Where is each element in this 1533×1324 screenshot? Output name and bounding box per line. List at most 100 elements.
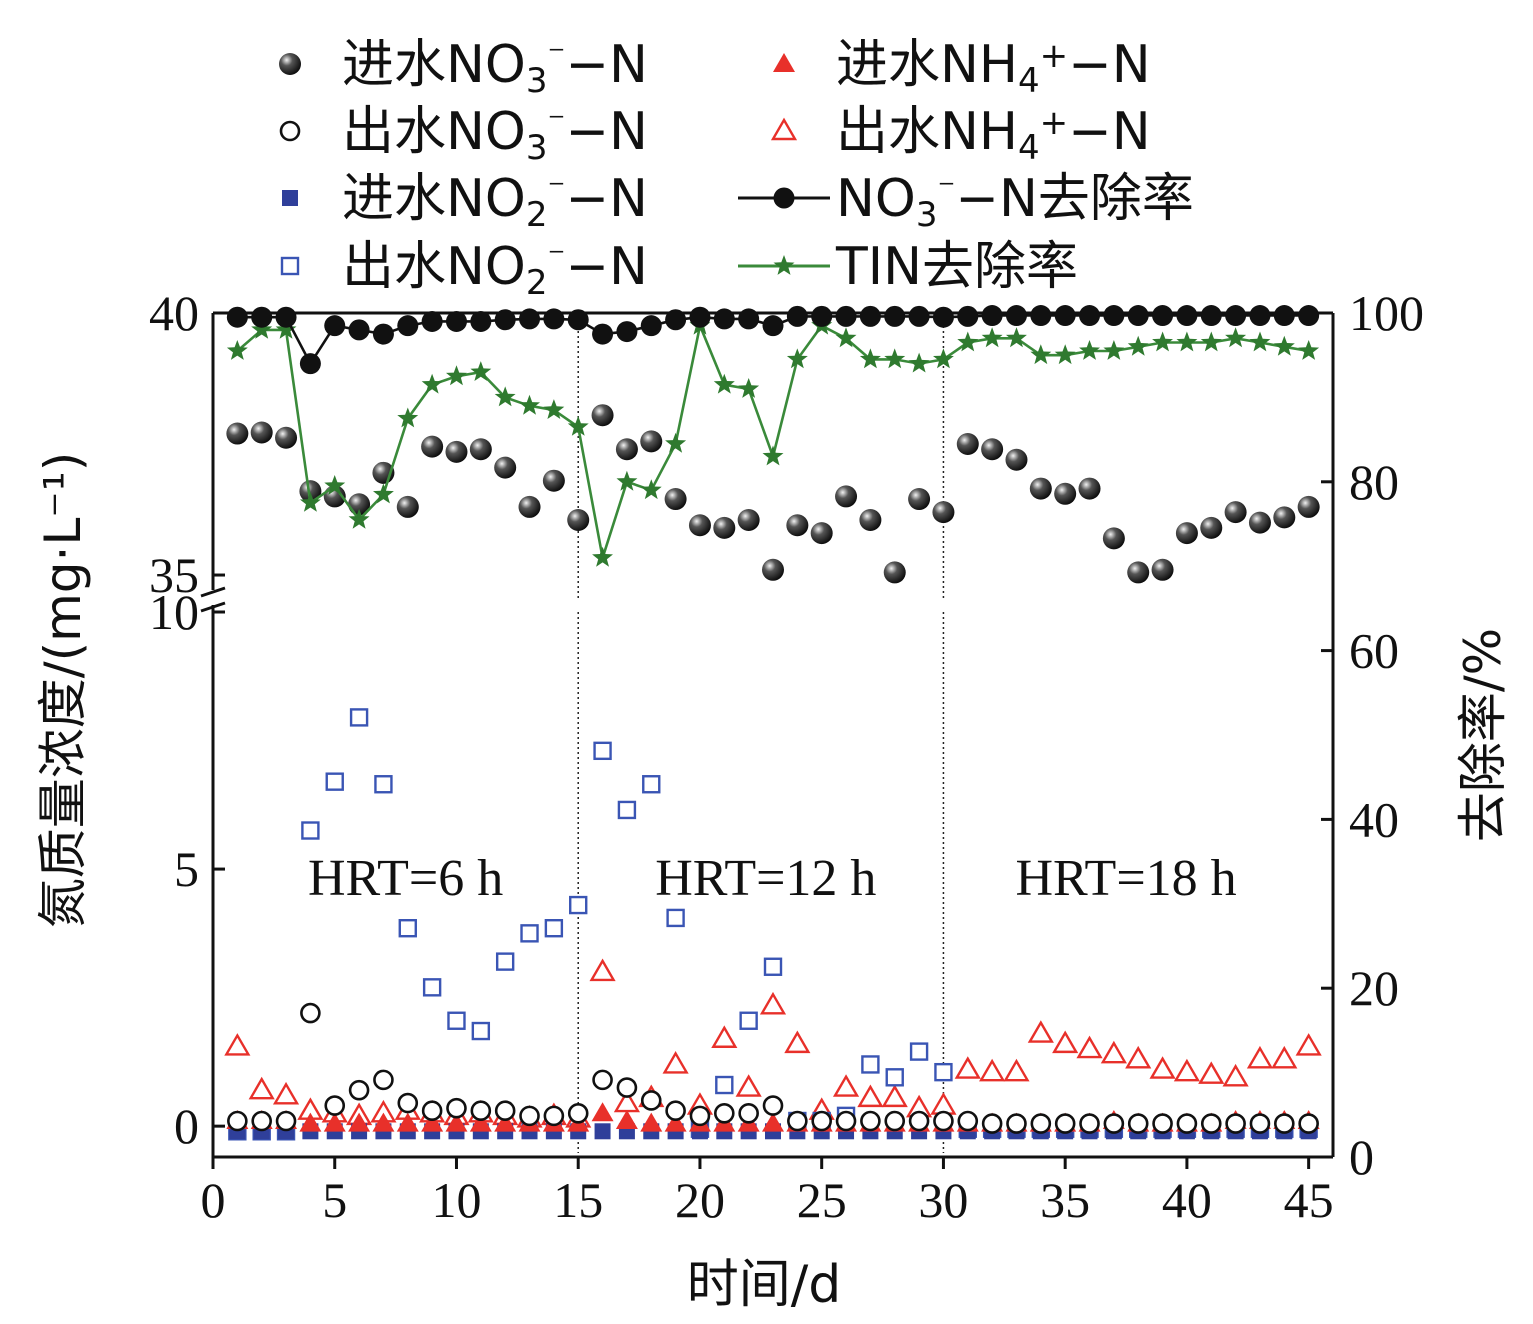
data-point — [711, 1025, 738, 1048]
legend-item: NO3⁻−N去除率 — [738, 169, 1194, 235]
x-tick-label: 0 — [201, 1172, 226, 1228]
data-point — [1127, 335, 1149, 356]
data-point — [664, 488, 687, 511]
data-point — [422, 978, 442, 997]
data-point — [1100, 1040, 1127, 1064]
data-point — [762, 558, 784, 581]
data-point — [372, 323, 394, 345]
data-point — [324, 475, 346, 495]
data-point — [1248, 511, 1271, 534]
data-point — [735, 1074, 762, 1097]
data-point — [227, 1110, 248, 1132]
data-point — [857, 1084, 884, 1108]
data-point — [787, 1110, 808, 1132]
data-point — [1274, 1113, 1295, 1134]
data-point — [1005, 305, 1027, 327]
data-point — [957, 331, 979, 352]
data-point — [640, 315, 662, 337]
data-point — [591, 404, 614, 427]
data-point — [1127, 305, 1149, 327]
data-point — [713, 373, 735, 394]
data-point — [494, 309, 516, 331]
data-point — [881, 1084, 908, 1108]
data-point — [374, 775, 393, 794]
legend-marker — [279, 120, 301, 142]
data-point — [957, 1110, 979, 1132]
data-point — [447, 1011, 466, 1030]
data-point — [1103, 1113, 1125, 1134]
data-point — [348, 1079, 370, 1101]
data-point — [1249, 1113, 1271, 1134]
legend-marker — [773, 255, 795, 275]
data-point — [372, 1112, 395, 1132]
data-point — [762, 1112, 784, 1132]
x-tick-label: 45 — [1284, 1172, 1334, 1228]
data-point — [859, 509, 882, 532]
data-point — [908, 1110, 930, 1132]
data-point — [1052, 1030, 1079, 1054]
data-point — [495, 952, 515, 971]
data-point — [1151, 558, 1174, 581]
data-point — [1076, 1035, 1103, 1059]
legend-label: 出水NH4+−N — [836, 102, 1151, 168]
data-point — [932, 501, 955, 524]
data-point — [567, 415, 589, 436]
data-point — [957, 305, 979, 327]
data-point — [1200, 1113, 1222, 1134]
legend-label: 进水NO3⁻−N — [342, 35, 648, 101]
x-tick-label: 25 — [797, 1172, 847, 1228]
data-point — [1298, 340, 1320, 360]
data-point — [1152, 1113, 1173, 1134]
data-point — [784, 1030, 811, 1054]
data-point — [739, 1011, 758, 1030]
legend-label: 进水NH4+−N — [836, 35, 1151, 101]
data-point — [421, 310, 443, 332]
data-point — [1295, 1033, 1322, 1056]
data-point — [665, 309, 687, 331]
data-point — [786, 514, 809, 537]
data-point — [373, 1069, 394, 1091]
data-point — [714, 1102, 735, 1124]
data-point — [835, 1110, 857, 1132]
data-point — [1006, 327, 1027, 348]
series-eff_no3 — [227, 1002, 1319, 1134]
data-point — [594, 1123, 611, 1140]
data-point — [446, 1097, 467, 1119]
data-point — [494, 1112, 517, 1132]
data-point — [933, 1110, 954, 1132]
data-point — [1176, 331, 1198, 352]
data-point — [349, 708, 369, 727]
data-point — [786, 305, 808, 327]
data-point — [470, 1100, 492, 1122]
y-axis-right-label: 去除率/% — [1454, 628, 1512, 842]
data-point — [884, 348, 906, 369]
data-point — [981, 1113, 1003, 1134]
data-point — [981, 327, 1003, 348]
data-point — [713, 308, 735, 330]
data-point — [933, 348, 954, 369]
data-point — [662, 1051, 689, 1074]
data-point — [1176, 1113, 1198, 1134]
data-point — [1200, 331, 1222, 352]
data-point — [616, 321, 638, 343]
data-point — [640, 430, 663, 453]
data-point — [1029, 477, 1052, 500]
data-point — [835, 485, 858, 508]
data-point — [616, 470, 638, 491]
legend-marker — [773, 53, 795, 72]
y-right-tick-label: 100 — [1349, 285, 1424, 341]
data-point — [299, 480, 322, 503]
data-point — [640, 1090, 662, 1111]
data-point — [908, 488, 931, 511]
data-point — [445, 440, 468, 463]
data-point — [1054, 344, 1076, 365]
data-point — [1225, 327, 1247, 348]
series-inf_no3 — [226, 404, 1320, 584]
data-point — [1125, 1045, 1152, 1069]
data-point — [835, 305, 857, 327]
legend-label: 出水NO3⁻−N — [342, 102, 648, 168]
data-point — [397, 407, 419, 428]
data-point — [591, 1102, 614, 1122]
data-point — [396, 495, 419, 518]
data-point — [615, 1110, 638, 1130]
